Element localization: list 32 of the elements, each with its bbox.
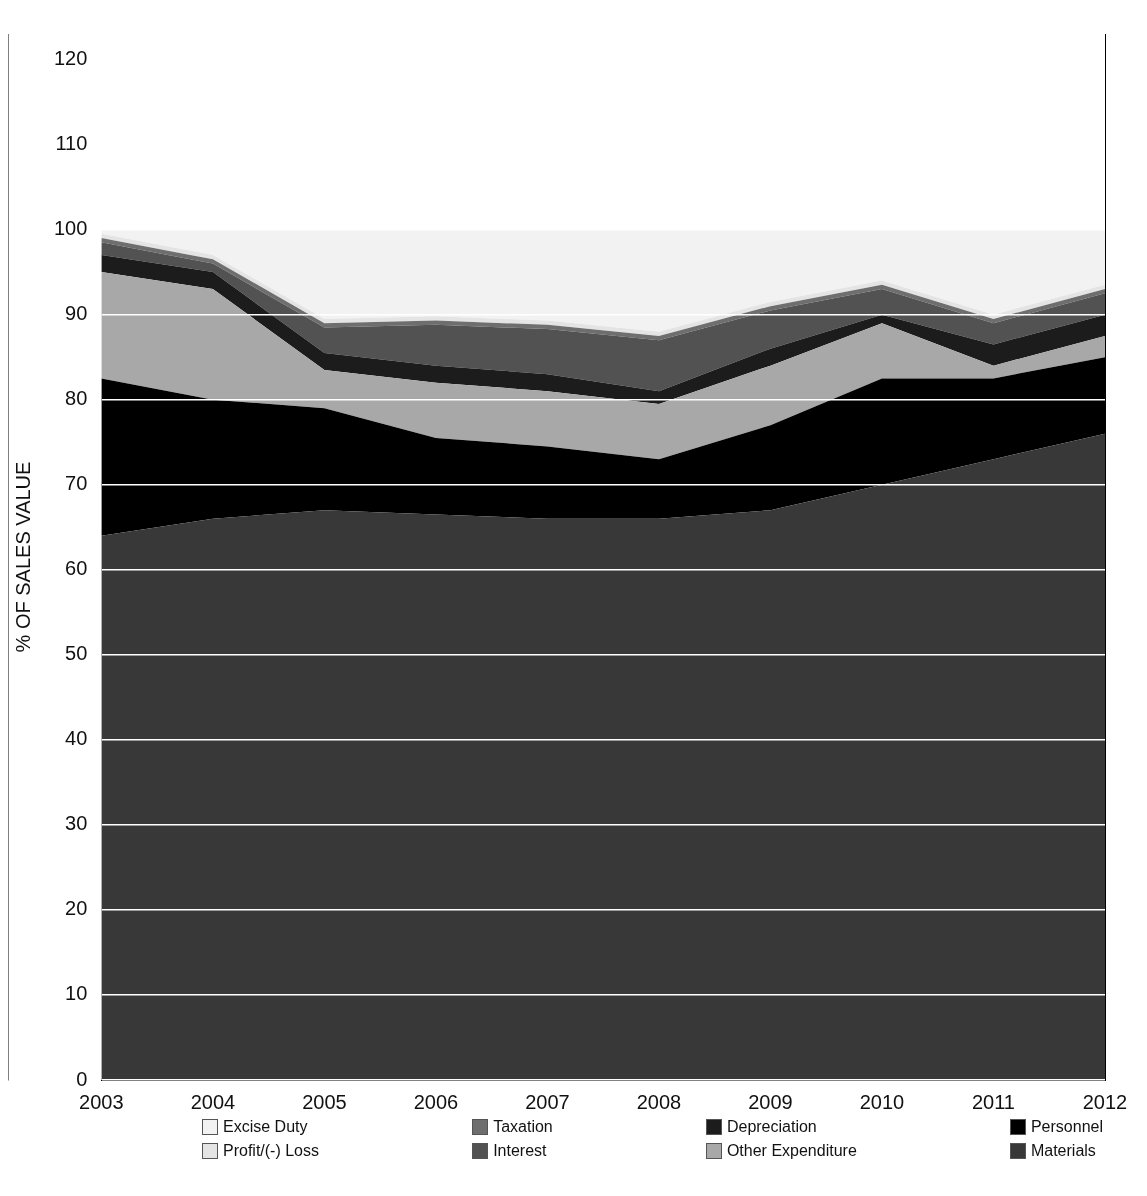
y-tick-label: 40: [65, 727, 88, 750]
y-tick-label: 50: [65, 642, 88, 665]
y-tick-label: 120: [53, 47, 88, 70]
legend-label: Profit/(-) Loss: [223, 1142, 320, 1160]
legend-label: Materials: [1030, 1142, 1096, 1160]
y-tick-label: 0: [76, 1067, 88, 1090]
y-tick-label: 90: [65, 302, 88, 325]
x-tick-label: 2010: [859, 1090, 905, 1113]
y-tick-label: 30: [65, 812, 88, 835]
x-tick-label: 2007: [525, 1090, 570, 1113]
x-tick-label: 2012: [1082, 1090, 1128, 1113]
y-tick-label: 70: [65, 472, 88, 495]
x-tick-label: 2009: [748, 1090, 793, 1113]
y-axis-title: % OF SALES VALUE: [11, 461, 34, 653]
legend-label: Taxation: [493, 1118, 553, 1136]
y-tick-label: 110: [55, 132, 88, 155]
x-tick-label: 2005: [302, 1090, 347, 1113]
legend-label: Other Expenditure: [726, 1142, 857, 1160]
x-tick-label: 2008: [636, 1090, 682, 1113]
x-tick-label: 2011: [971, 1090, 1015, 1113]
x-tick-label: 2004: [190, 1090, 236, 1113]
legend-label: Depreciation: [726, 1118, 817, 1136]
legend-label: Personnel: [1030, 1118, 1103, 1136]
y-tick-label: 100: [53, 217, 88, 240]
x-tick-label: 2006: [413, 1090, 459, 1113]
legend-label: Excise Duty: [223, 1118, 308, 1136]
x-tick-label: 2003: [79, 1090, 124, 1113]
y-tick-label: 60: [65, 557, 88, 580]
y-tick-label: 20: [65, 897, 88, 920]
legend-label: Interest: [493, 1142, 547, 1160]
y-tick-label: 10: [65, 982, 88, 1005]
y-tick-label: 80: [65, 387, 88, 410]
